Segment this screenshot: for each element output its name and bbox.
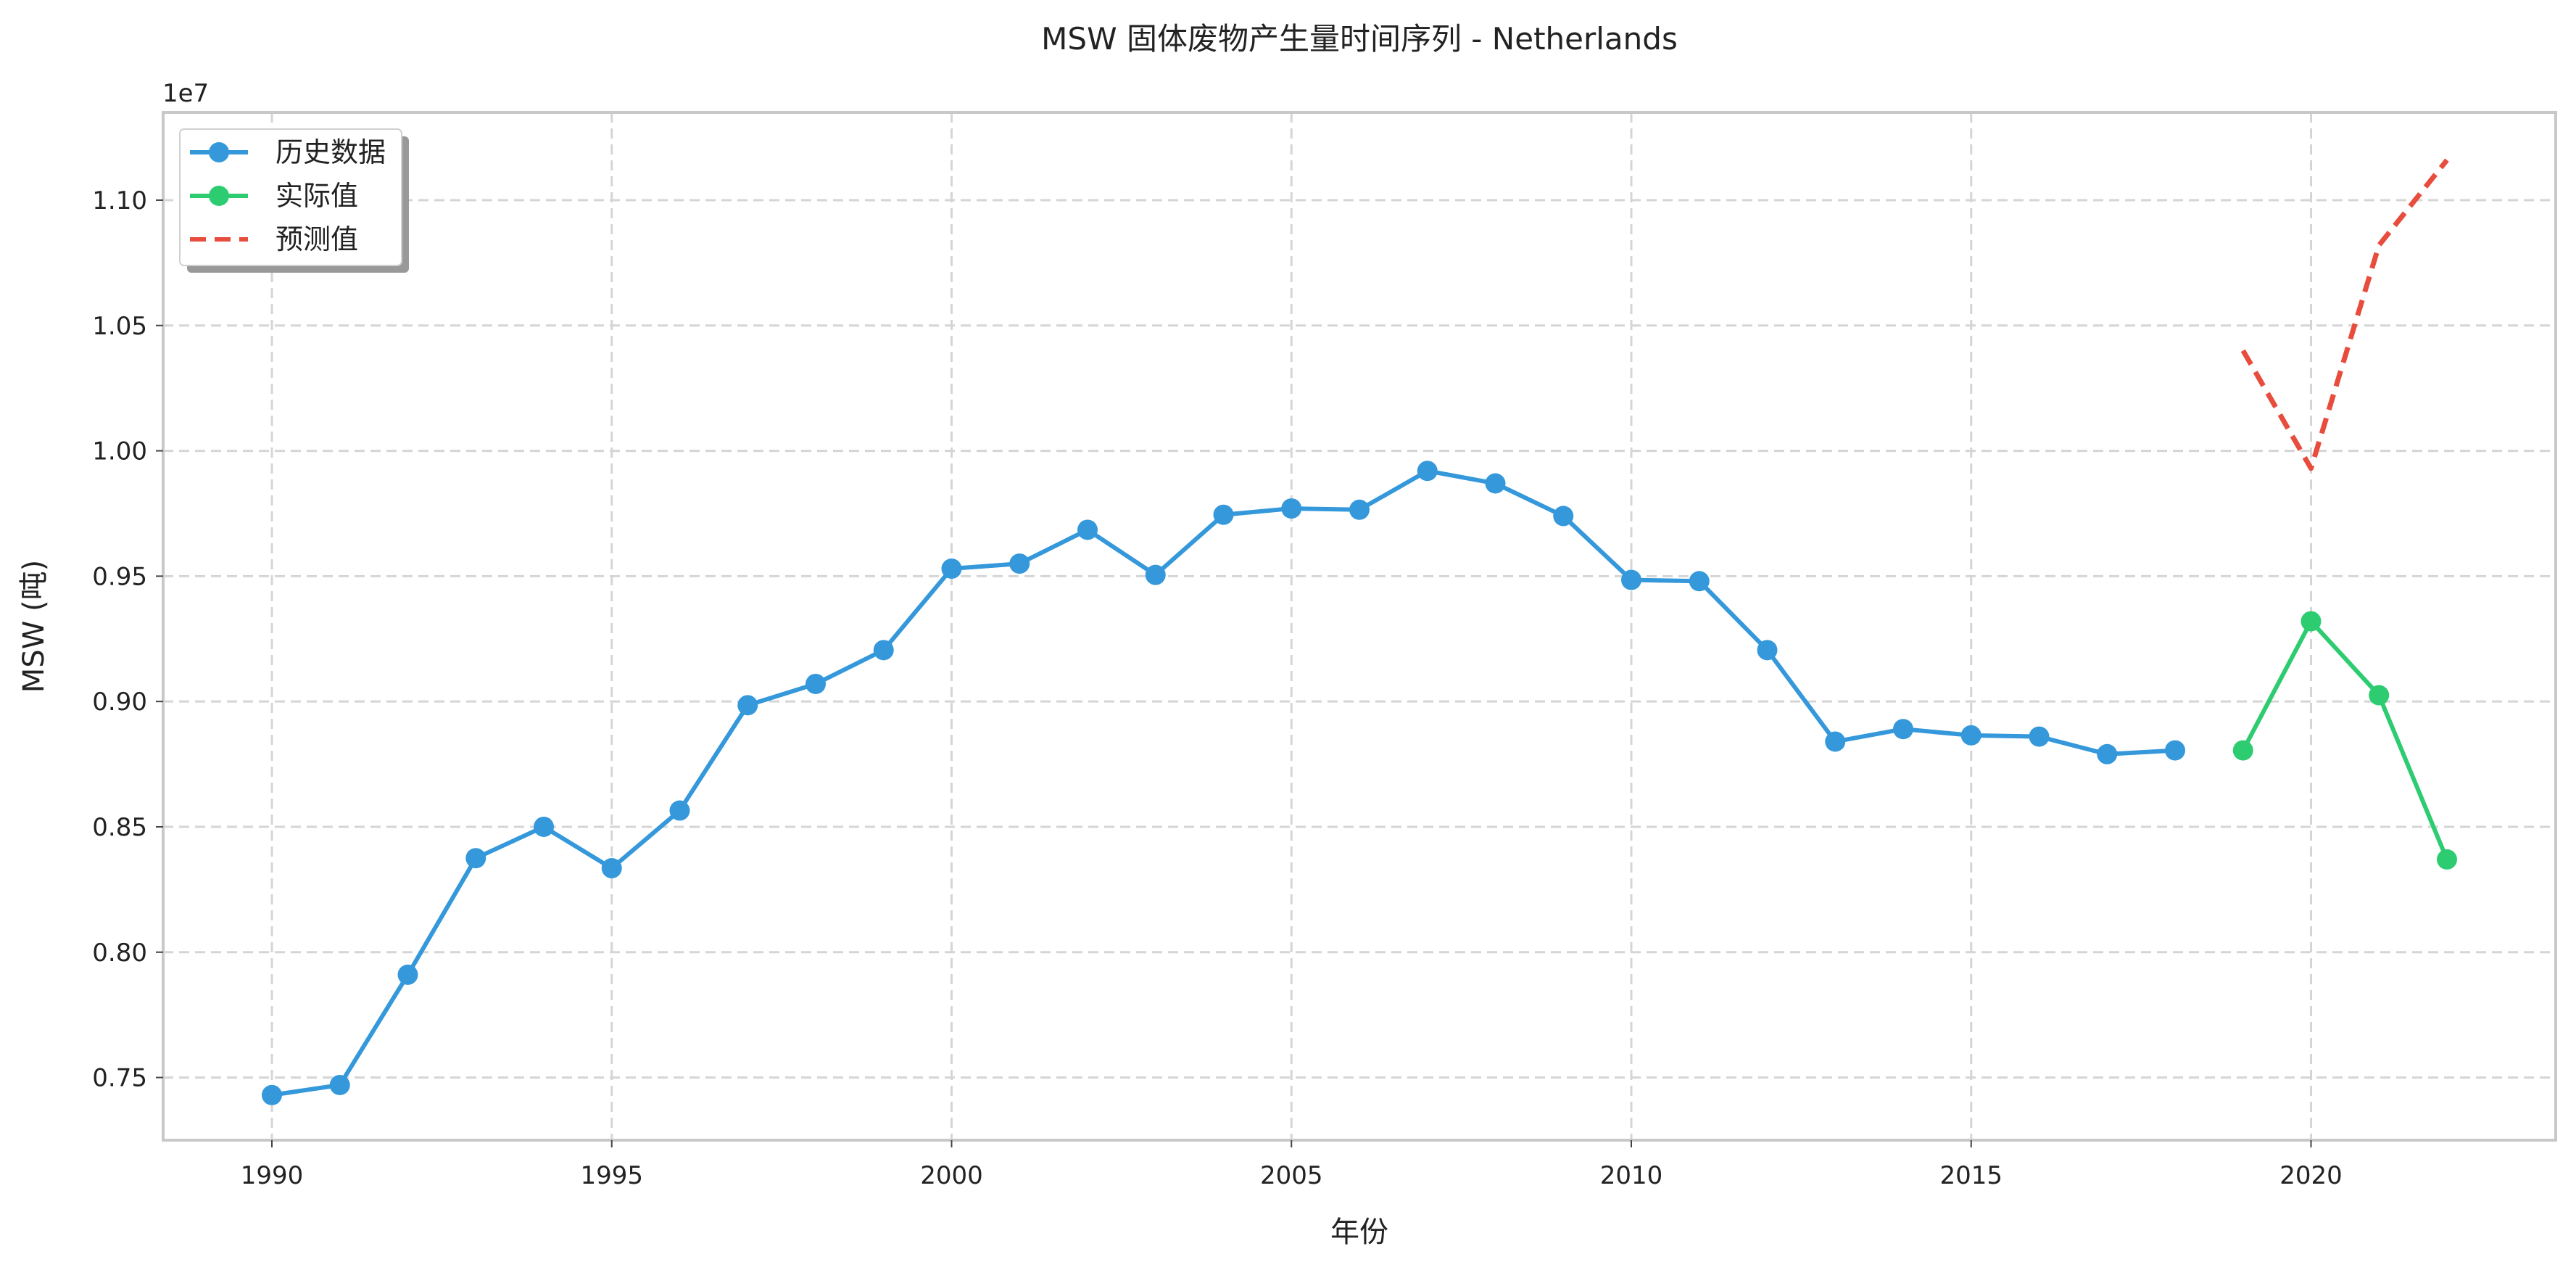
x-tick-label: 2020 [2279, 1161, 2343, 1190]
data-point [1689, 571, 1710, 592]
x-axis-ticks: 1990 1995 2000 2005 2010 2015 2020 [241, 1140, 2343, 1190]
data-point [262, 1084, 282, 1105]
x-tick-label: 2015 [1939, 1161, 2003, 1190]
series-line-1 [2241, 619, 2449, 861]
data-point [1077, 519, 1098, 540]
y-axis-offset-text: 1e7 [162, 79, 209, 108]
y-tick-label: 0.75 [92, 1064, 147, 1093]
data-point [1621, 569, 1641, 590]
data-point [737, 695, 758, 716]
y-tick-label: 0.85 [92, 813, 147, 842]
legend-label: 实际值 [276, 180, 358, 212]
data-point [669, 800, 690, 821]
data-point [1553, 506, 1574, 527]
data-point [2029, 726, 2050, 747]
y-tick-label: 1.10 [92, 186, 147, 215]
legend-box [179, 128, 402, 266]
data-point [2300, 611, 2322, 632]
legend-label: 历史数据 [276, 136, 386, 168]
data-point [873, 640, 894, 661]
data-point [1349, 499, 1370, 520]
data-point [1757, 640, 1778, 661]
y-tick-label: 0.80 [92, 939, 147, 968]
y-axis-label: MSW (吨) [17, 560, 51, 693]
series-line-2 [2240, 158, 2449, 471]
legend-swatch-marker [209, 186, 229, 206]
data-point [2369, 685, 2390, 706]
data-point [601, 858, 622, 879]
x-tick-label: 2010 [1600, 1161, 1663, 1190]
data-point [1960, 725, 1981, 746]
chart-title: MSW 固体废物产生量时间序列 - Netherlands [1041, 21, 1678, 57]
data-point [397, 964, 418, 985]
data-point [2437, 849, 2457, 870]
x-tick-label: 2000 [920, 1161, 983, 1190]
data-point [1145, 564, 1166, 585]
legend-swatch-marker [209, 142, 229, 162]
data-point [1213, 504, 1234, 525]
x-axis-label: 年份 [1330, 1216, 1388, 1249]
y-tick-label: 0.90 [92, 688, 147, 717]
plot-area-frame [162, 111, 2557, 1142]
data-point [1825, 731, 1846, 752]
y-axis-ticks: 0.75 0.80 0.85 0.90 0.95 1.00 1.05 1.10 [92, 186, 163, 1093]
data-point [329, 1074, 350, 1095]
data-point [465, 848, 486, 869]
data-point [1281, 498, 1302, 519]
series-line-0 [271, 469, 2176, 1097]
y-tick-label: 1.00 [92, 437, 147, 466]
data-point [2165, 740, 2185, 761]
x-tick-label: 1990 [241, 1161, 304, 1190]
data-point [805, 673, 826, 694]
data-point [1417, 461, 1438, 482]
data-point [534, 816, 554, 837]
data-point [1893, 719, 1913, 740]
data-point [2232, 740, 2253, 761]
x-tick-label: 2005 [1260, 1161, 1323, 1190]
x-tick-label: 1995 [580, 1161, 643, 1190]
data-point [1009, 553, 1030, 574]
series-layer [262, 158, 2457, 1105]
y-tick-label: 0.95 [92, 562, 147, 591]
data-point [2097, 743, 2118, 764]
grid-lines [163, 112, 2556, 1140]
data-point [1485, 473, 1506, 494]
legend-label: 预测值 [276, 223, 358, 255]
data-point [941, 558, 962, 580]
y-tick-label: 1.05 [92, 312, 147, 341]
